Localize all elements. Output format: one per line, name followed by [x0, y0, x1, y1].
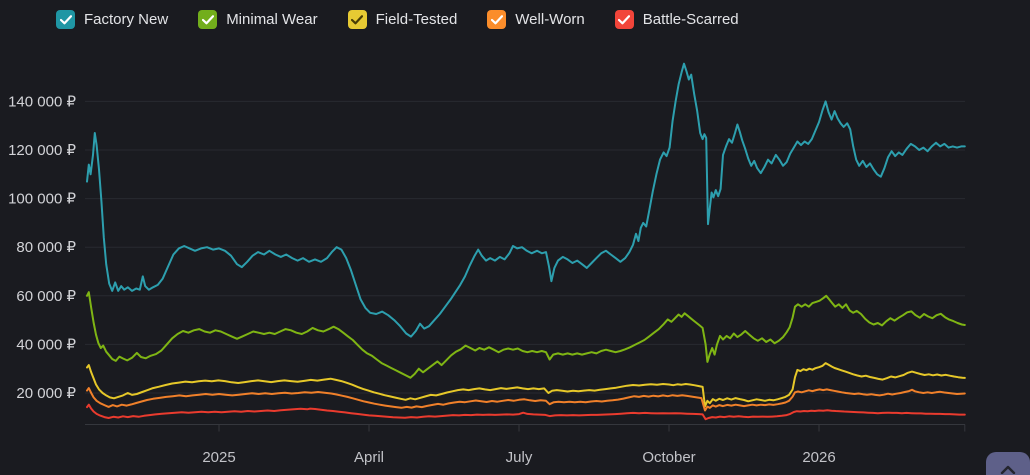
legend-label: Battle-Scarred: [642, 11, 739, 28]
x-axis-label: 2026: [802, 449, 835, 466]
checkbox-checked-icon[interactable]: [198, 10, 218, 29]
checkbox-checked-icon[interactable]: [56, 10, 75, 29]
series-line-factory-new: [86, 62, 966, 338]
legend-item-well-worn[interactable]: Well-Worn: [487, 10, 585, 29]
y-axis-label: 60 000 ₽: [16, 288, 76, 305]
y-axis-label: 120 000 ₽: [8, 142, 76, 159]
y-axis-label: 100 000 ₽: [8, 191, 76, 208]
legend-item-battle-scarred[interactable]: Battle-Scarred: [614, 10, 739, 29]
check-icon: [618, 14, 631, 24]
y-axis-label: 40 000 ₽: [16, 336, 76, 353]
checkbox-checked-icon[interactable]: [614, 10, 634, 29]
chevron-up-icon: [1000, 465, 1016, 474]
x-axis-label: July: [506, 449, 533, 466]
check-icon: [201, 14, 214, 24]
series-line-minimal-wear: [86, 291, 966, 379]
x-axis-label: 2025: [202, 449, 235, 466]
checkbox-checked-icon[interactable]: [487, 10, 507, 29]
legend-label: Field-Tested: [375, 11, 458, 28]
chart-legend: Factory New Minimal Wear Field-Tested We…: [56, 10, 739, 29]
legend-label: Minimal Wear: [226, 11, 318, 28]
y-axis-label: 20 000 ₽: [16, 385, 76, 402]
check-icon: [351, 14, 364, 24]
check-icon: [490, 14, 503, 24]
legend-label: Well-Worn: [515, 11, 585, 28]
legend-item-field-tested[interactable]: Field-Tested: [347, 10, 458, 29]
y-axis-label: 140 000 ₽: [8, 93, 76, 110]
checkbox-checked-icon[interactable]: [347, 10, 367, 29]
check-icon: [59, 14, 72, 24]
x-axis-label: October: [642, 449, 695, 466]
y-axis-label: 80 000 ₽: [16, 239, 76, 256]
legend-item-minimal-wear[interactable]: Minimal Wear: [198, 10, 318, 29]
series-line-field-tested: [86, 362, 966, 408]
x-axis-label: April: [354, 449, 384, 466]
series-line-battle-scarred: [86, 403, 966, 421]
series-line-well-worn: [86, 387, 966, 412]
legend-item-factory-new[interactable]: Factory New: [56, 10, 168, 29]
scroll-to-top-button[interactable]: [986, 452, 1030, 475]
legend-label: Factory New: [84, 11, 169, 28]
